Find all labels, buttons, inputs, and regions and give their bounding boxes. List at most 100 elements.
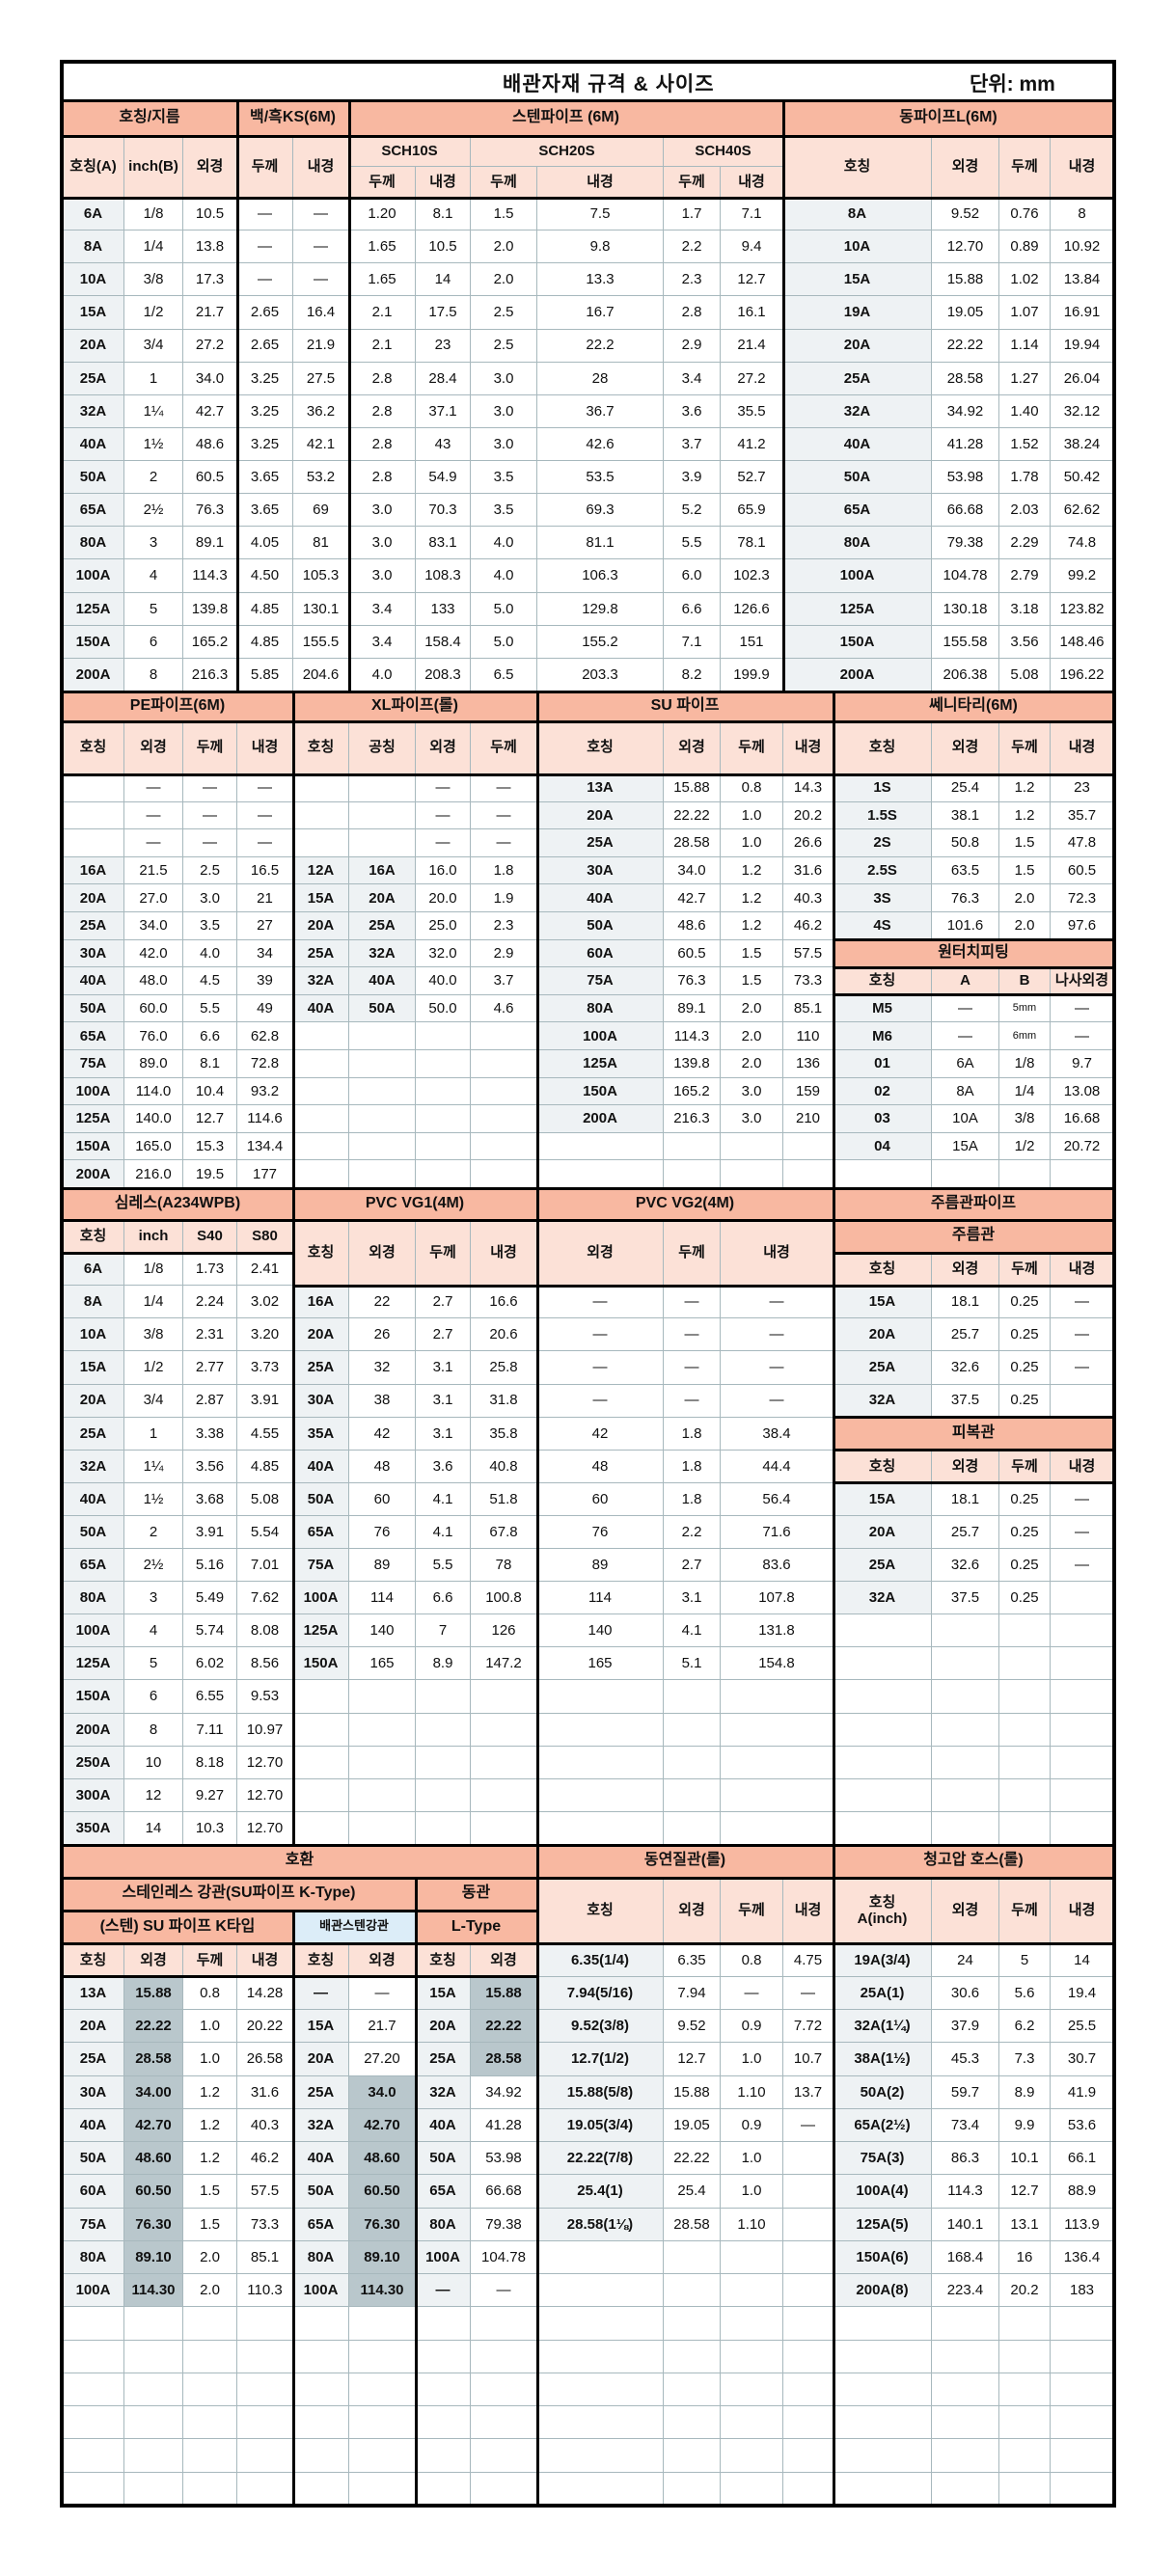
table-cell: 155.2 [537,625,664,659]
row-key-cell: 32A [783,394,932,428]
empty-cell [932,2406,999,2440]
empty-cell [664,1680,721,1714]
table-cell: 19.05 [932,296,999,330]
empty-cell [932,1647,999,1681]
table-cell: 5.16 [183,1549,237,1583]
table-cell: 3.4 [349,625,416,659]
table-cell: 6.6 [183,1022,237,1050]
section-title: 심레스(A234WPB) [63,1188,293,1220]
row-key-cell: 20A [63,1384,124,1418]
row-key-cell: 20A [293,1318,349,1352]
table-cell: 6.2 [999,2010,1051,2044]
table-cell: 16.68 [1051,1105,1114,1133]
table-cell: 76.30 [124,2208,183,2241]
table-cell: 51.8 [471,1482,537,1516]
table-cell: 4.5 [183,967,237,995]
table-cell: 30.6 [932,1976,999,2011]
table-cell: 31.6 [237,2075,293,2109]
table-cell: 3.4 [664,362,721,395]
table-cell: 0.89 [999,230,1051,264]
empty-cell [537,2240,664,2275]
empty-cell [416,2307,471,2341]
row-key-cell: 76 [537,1515,664,1550]
table-cell: 104.78 [932,559,999,593]
table-cell: 165 [349,1647,416,1681]
table-cell: 0.25 [999,1318,1051,1352]
column-header: 내경 [1051,721,1114,774]
column-header: 외경 [416,721,471,774]
column-header: 외경 [349,1220,416,1287]
group-header-stainless: 스텐파이프 (6M) [349,100,783,136]
table-cell: 38.4 [721,1417,833,1451]
empty-cell [783,2240,833,2275]
column-header: 두께 [471,167,537,198]
empty-cell [293,1778,349,1812]
empty-cell [537,1778,664,1812]
sub-section-title: 피복관 [833,1417,1114,1451]
table-cell: 15A [293,2010,349,2044]
row-key-cell: 100A [63,1614,124,1648]
table-cell: 3.20 [237,1318,293,1352]
table-cell: 1.2 [183,2108,237,2143]
row-key-cell: 32A(1¼) [833,2010,932,2044]
column-header: 두께 [999,1450,1051,1483]
empty-cell [471,1160,537,1188]
row-key-cell: — [537,1351,664,1385]
empty-cell [1051,1811,1114,1845]
column-header: 내경 [471,1220,537,1287]
row-key-cell: 20A [63,329,124,363]
table-cell: 2½ [124,494,183,528]
section-title: 주름관파이프 [833,1188,1114,1220]
table-cell: 20A [293,2043,349,2076]
empty-cell [349,2406,416,2440]
table-cell: 123.82 [1051,592,1114,626]
empty-cell [999,1614,1051,1648]
table-cell: 53.6 [1051,2108,1114,2143]
row-key-cell: 40A [63,2108,124,2143]
empty-cell [1051,2439,1114,2473]
table-cell: 35.8 [471,1417,537,1451]
empty-cell [416,1680,471,1714]
table-cell: 12.7 [721,263,783,297]
table-cell: 3.0 [471,362,537,395]
table-cell: 2.0 [721,1050,783,1078]
table-cell: 3.0 [721,1105,783,1133]
table-cell: 7.1 [721,198,783,231]
column-header: 두께 [416,1220,471,1287]
row-key-cell: 16A [293,1286,349,1319]
table-cell: 10.5 [416,230,471,264]
empty-cell [1051,1746,1114,1779]
table-cell: 28.58 [124,2043,183,2076]
table-cell: 89.1 [183,527,237,560]
row-key-cell: 125A(5) [833,2208,932,2241]
table-cell: 1.0 [721,2043,783,2076]
row-key-cell: 250A [63,1746,124,1779]
table-cell: 3.6 [664,394,721,428]
divider [535,1845,539,2506]
empty-cell [349,2472,416,2506]
row-key-cell: 10A [63,1318,124,1352]
empty-cell [1051,2406,1114,2440]
table-cell: 126.6 [721,592,783,626]
table-cell: 8A [932,1077,999,1106]
row-key-cell: 114 [537,1582,664,1615]
table-cell: 177 [237,1160,293,1188]
column-header: inch [124,1220,183,1254]
table-cell: 23 [416,329,471,363]
table-cell: 23 [1051,774,1114,802]
empty-cell [932,1614,999,1648]
table-cell: 2.31 [183,1318,237,1352]
section-title: 호환 [63,1845,537,1878]
table-cell: 25.4 [664,2175,721,2209]
empty-cell [1051,1160,1114,1188]
table-cell: 3.5 [471,494,537,528]
table-cell: — [1051,1286,1114,1319]
empty-cell [349,1713,416,1747]
table-cell: 35.5 [721,394,783,428]
table-cell: 15.3 [183,1132,237,1161]
row-key-cell: 12.7(1/2) [537,2043,664,2076]
column-header: 내경 [783,721,833,774]
column-header: 외경 [932,1450,999,1483]
table-cell: — [471,774,537,802]
table-cell: 3.6 [416,1450,471,1483]
